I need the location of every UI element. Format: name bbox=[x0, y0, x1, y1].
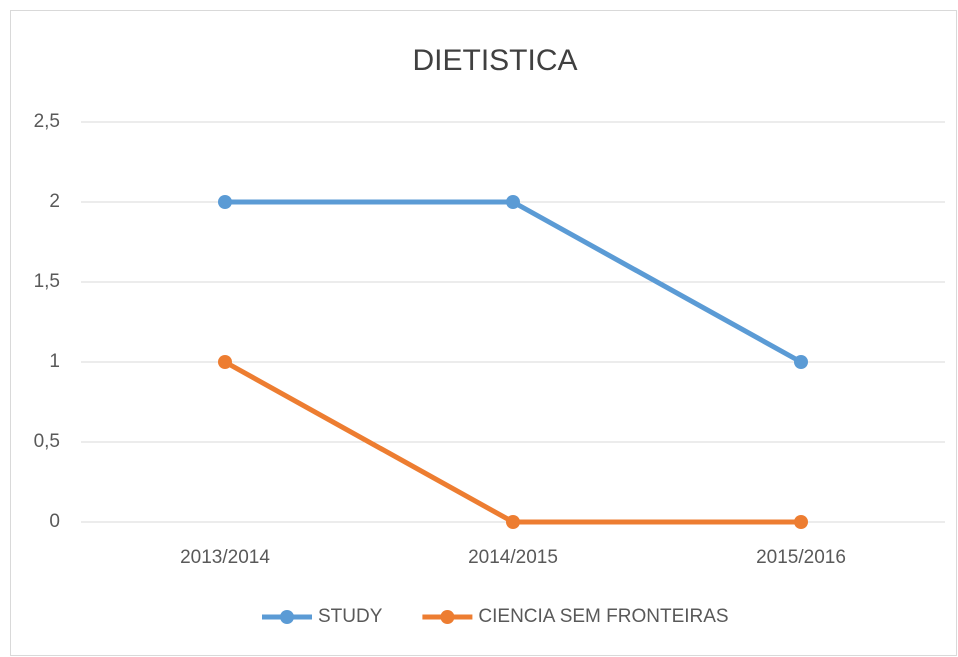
legend-marker bbox=[440, 610, 455, 624]
x-tick-label: 2015/2016 bbox=[756, 547, 846, 568]
data-point bbox=[506, 515, 520, 529]
y-tick-label: 1,5 bbox=[34, 271, 60, 292]
y-tick-label: 0 bbox=[49, 511, 60, 532]
legend-marker bbox=[280, 610, 294, 624]
y-tick-label: 2,5 bbox=[34, 111, 60, 132]
y-tick-label: 2 bbox=[49, 191, 60, 212]
data-point bbox=[218, 195, 232, 209]
data-point bbox=[506, 195, 520, 209]
x-tick-label: 2014/2015 bbox=[468, 547, 558, 568]
chart-title: DIETISTICA bbox=[412, 44, 577, 77]
y-tick-label: 1 bbox=[49, 351, 60, 372]
data-point bbox=[794, 515, 808, 529]
x-tick-label: 2013/2014 bbox=[180, 547, 270, 568]
data-point bbox=[794, 355, 808, 369]
y-tick-label: 0,5 bbox=[34, 431, 60, 452]
data-point bbox=[218, 355, 232, 369]
legend-label: CIENCIA SEM FRONTEIRAS bbox=[478, 606, 728, 627]
legend-label: STUDY bbox=[318, 606, 383, 627]
chart-border bbox=[10, 10, 957, 656]
